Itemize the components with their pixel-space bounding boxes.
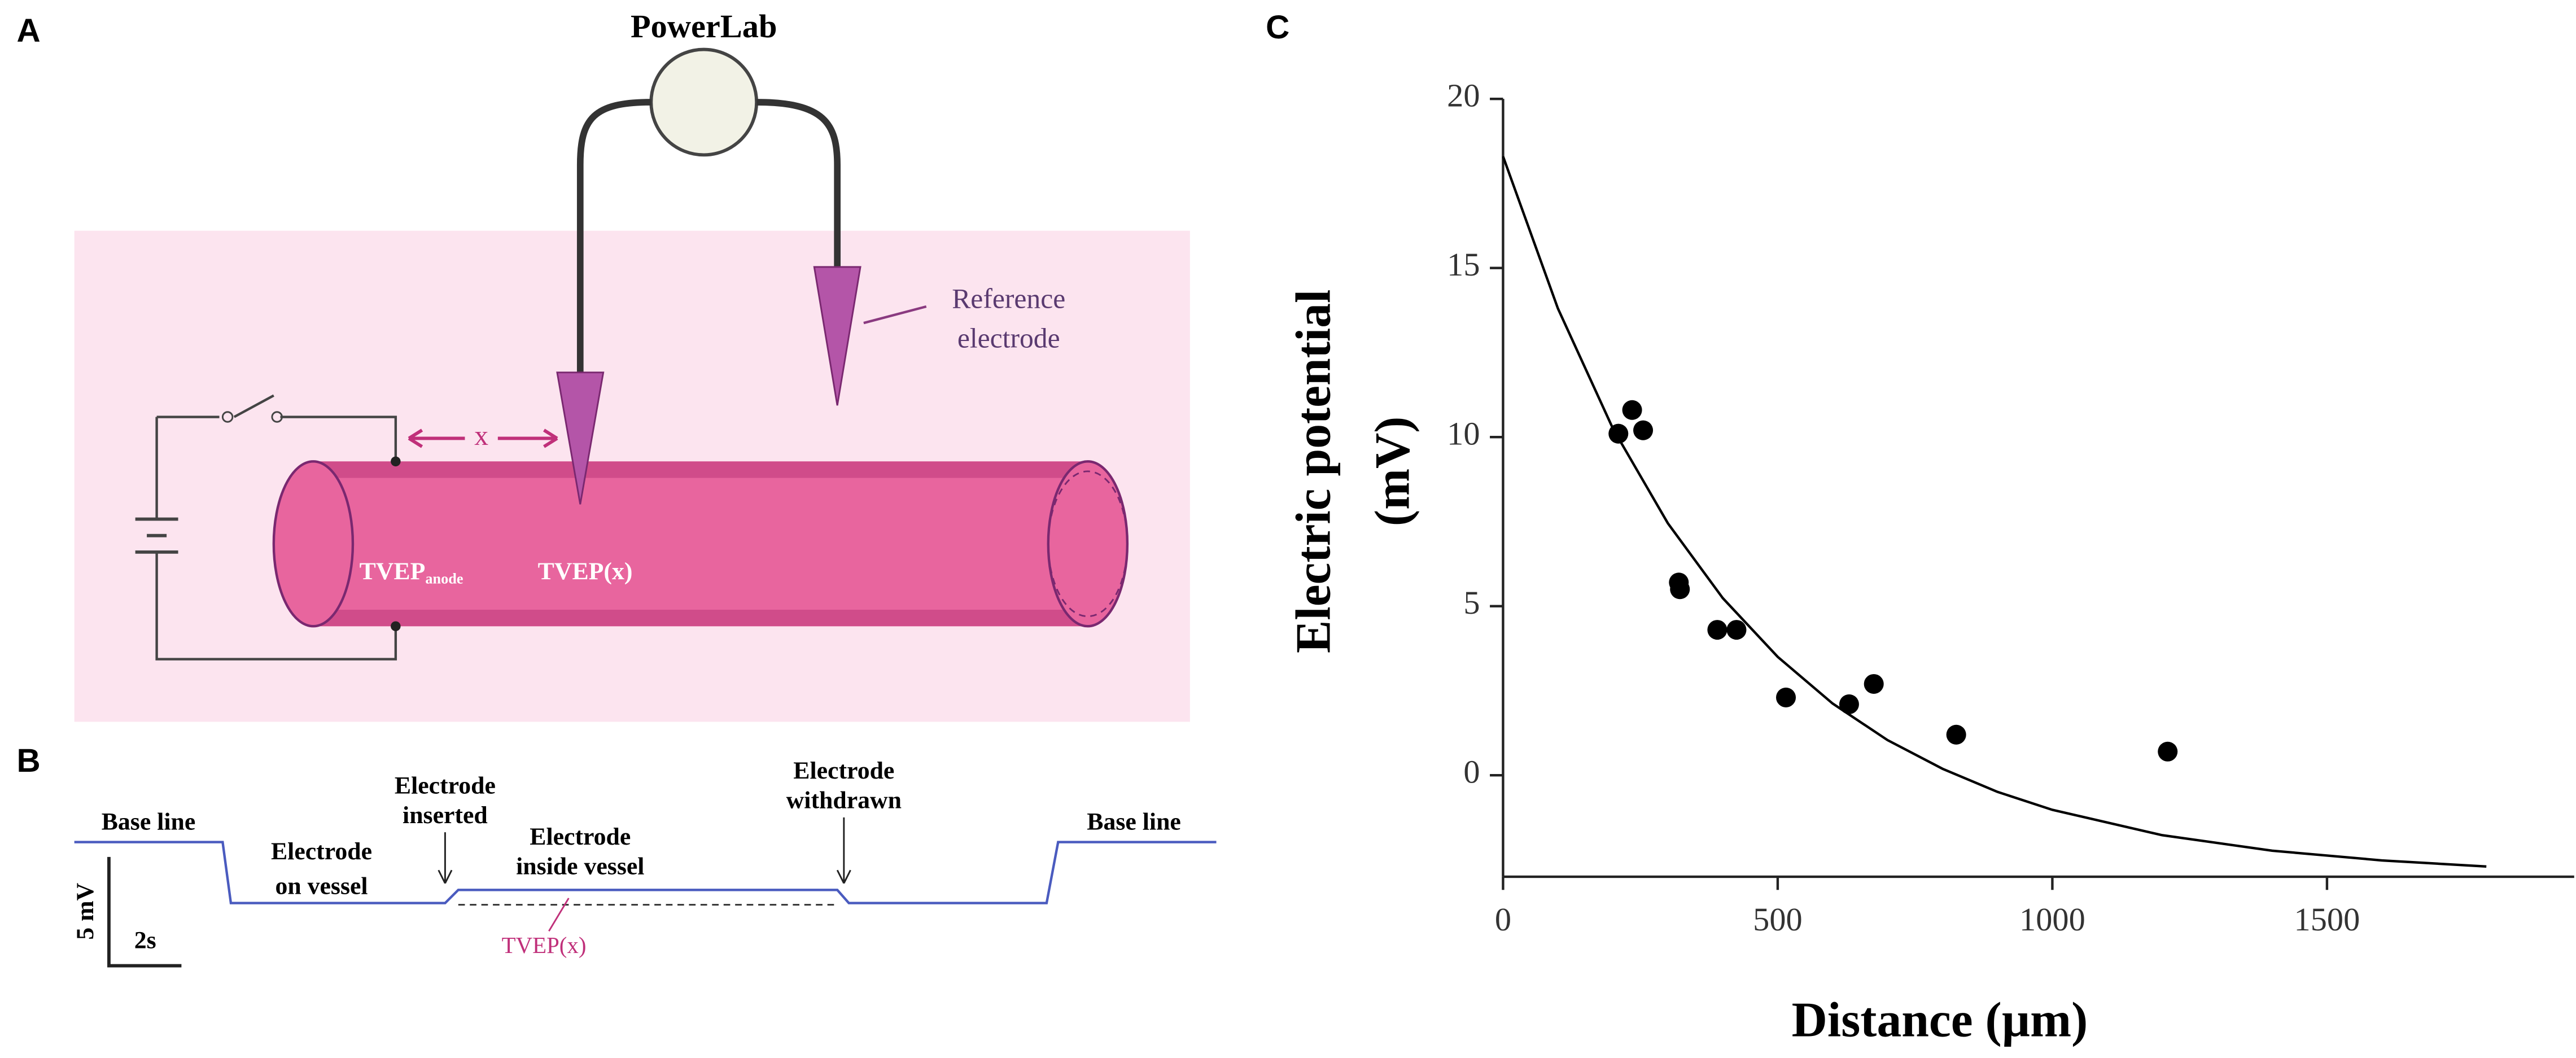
y-axis-label: Electric potential (1286, 290, 1341, 653)
data-point (1622, 400, 1642, 420)
data-point (1864, 674, 1884, 694)
y-tick-label: 5 (1463, 584, 1480, 621)
vessel-lumen (1047, 470, 1129, 618)
fit-curve (1502, 156, 2487, 868)
vessel-end (272, 460, 355, 628)
data-point (1633, 420, 1654, 440)
trace (74, 841, 1217, 904)
data-point (1839, 694, 1859, 714)
wire (576, 99, 651, 376)
scale-bar (107, 856, 182, 968)
vessel-wall (313, 610, 1088, 627)
label: on vessel (275, 872, 368, 899)
y-tick-label: 20 (1447, 77, 1480, 114)
x-tick-label: 0 (1495, 901, 1511, 938)
panel-label: C (1266, 9, 1289, 46)
y-axis-label: (mV) (1365, 417, 1420, 527)
panel-label: A (16, 12, 40, 49)
recording-electrode (556, 371, 605, 505)
arrow (548, 898, 570, 932)
data-point (1670, 579, 1690, 600)
label: 5 mV (72, 882, 99, 939)
device (649, 47, 759, 157)
label: TVEPanode (360, 558, 463, 587)
label: anode (425, 571, 463, 587)
x-tick-label: 1000 (2019, 901, 2085, 938)
label: Electrode (395, 772, 496, 799)
label: Electrode (793, 757, 894, 784)
device-label: PowerLab (631, 8, 777, 45)
arrow (438, 832, 453, 884)
label: Base line (102, 808, 196, 836)
switch-contact (221, 411, 234, 423)
label: withdrawn (786, 787, 902, 814)
label: Electrode (530, 823, 631, 850)
label: Electrode (271, 838, 372, 865)
vessel-end (1047, 460, 1129, 628)
reference-electrode (813, 266, 861, 406)
data-point (1707, 620, 1727, 640)
label: electrode (957, 323, 1060, 354)
arrow (836, 817, 851, 884)
label: Base line (1087, 808, 1181, 836)
label: TVEP (360, 558, 426, 585)
y-tick-label: 0 (1463, 754, 1480, 790)
label: inside vessel (516, 852, 644, 880)
label: TVEP(x) (502, 933, 587, 958)
battery (135, 517, 178, 554)
leader (863, 305, 927, 325)
panel-label: B (16, 742, 40, 779)
data-point (1776, 687, 1796, 707)
label: TVEP(x) (538, 558, 633, 585)
label: Reference (952, 283, 1065, 314)
y-tick-label: 10 (1447, 416, 1480, 452)
circuit (155, 394, 397, 661)
label: 2s (134, 927, 156, 954)
data-point (1946, 724, 1966, 745)
anode (391, 456, 401, 467)
vessel (313, 461, 1088, 627)
x-tick-label: 500 (1753, 901, 1803, 938)
data-point (2158, 741, 2178, 762)
distance-arrow (408, 429, 558, 448)
label: inserted (403, 802, 488, 829)
data-point (1726, 620, 1747, 640)
wire (756, 99, 841, 267)
switch-contact (271, 411, 283, 423)
label: x (474, 420, 488, 451)
x-axis-label: Distance (µm) (1792, 993, 2088, 1047)
x-tick-label: 1500 (2294, 901, 2360, 938)
y-tick-label: 15 (1447, 246, 1480, 283)
cathode (391, 621, 401, 631)
vessel-wall (313, 461, 1088, 478)
data-point (1608, 423, 1629, 444)
